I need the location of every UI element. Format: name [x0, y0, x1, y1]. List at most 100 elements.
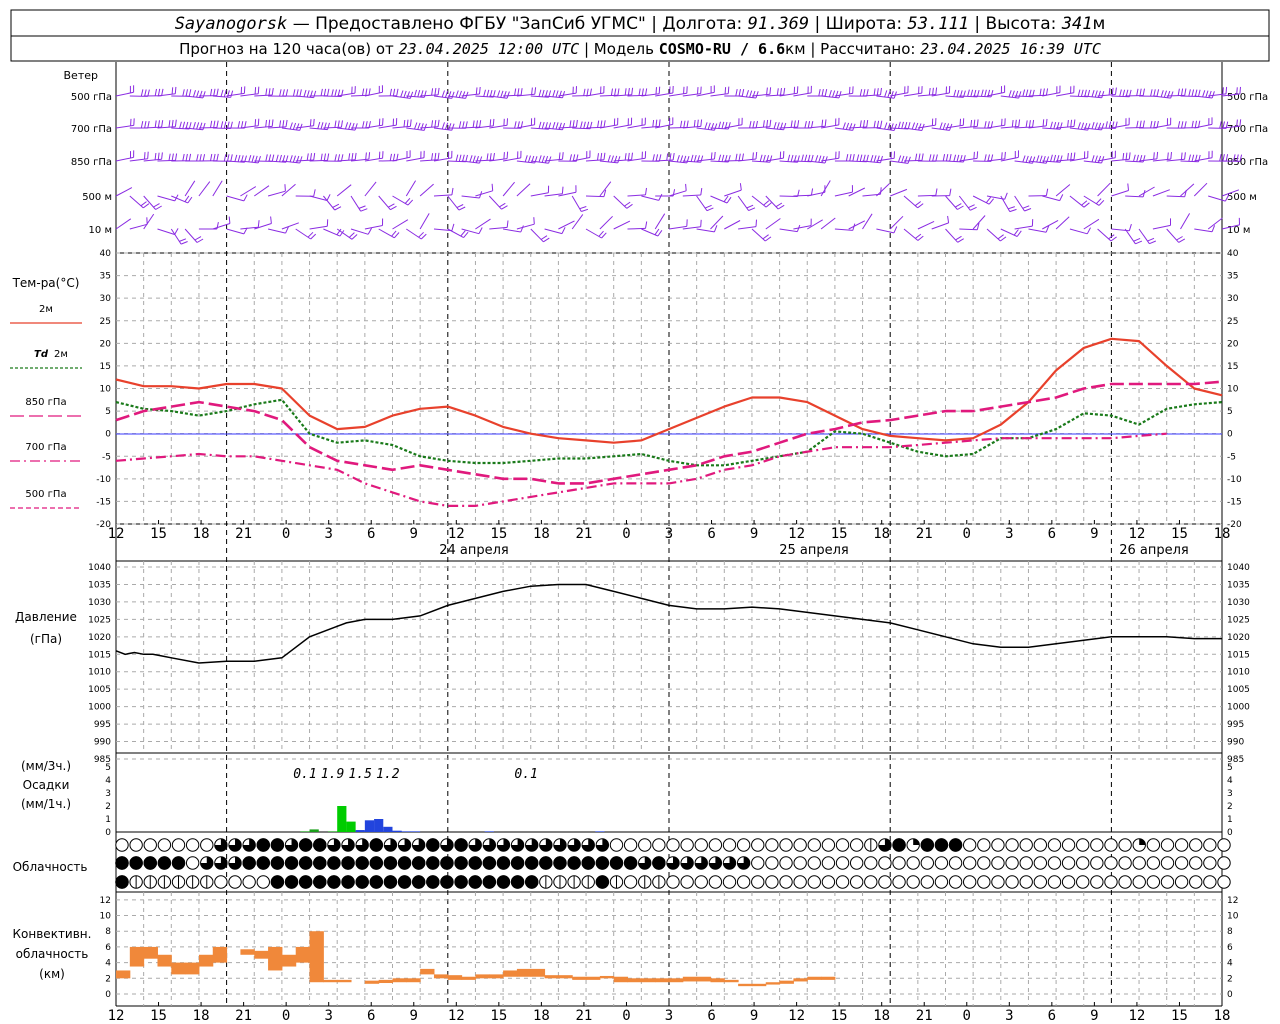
wind-barb-feather: [859, 89, 863, 97]
conv-bar: [143, 946, 158, 959]
wind-barb-feather: [693, 119, 696, 128]
wind-barb-feather: [403, 90, 407, 98]
wind-barb-feather: [876, 120, 880, 128]
wind-barb-shaft: [986, 158, 1005, 162]
cloud-circle: [991, 838, 1005, 852]
wind-barb-feather: [257, 118, 260, 126]
wind-barb-feather: [845, 154, 849, 162]
wind-barb-feather: [1184, 152, 1186, 160]
wind-barb-feather: [1188, 89, 1191, 97]
wind-barb-feather: [155, 205, 162, 210]
conv-tick-right: 2: [1227, 974, 1233, 984]
wind-barb-feather: [645, 221, 648, 229]
wind-barb-shaft: [212, 223, 231, 230]
wind-barb-feather: [196, 90, 200, 98]
wind-barb-feather: [652, 154, 655, 162]
wind-barb-feather: [763, 200, 770, 206]
wind-barb-feather: [793, 120, 796, 128]
wind-barb-shaft: [350, 195, 362, 212]
wind-barb-feather: [423, 123, 427, 131]
wind-barb-feather: [451, 223, 455, 231]
conv-bar: [793, 978, 808, 982]
wind-barb-feather: [501, 205, 508, 210]
wind-barb-feather: [1198, 120, 1201, 128]
wind-barb-feather: [210, 120, 213, 128]
wind-barb-shaft: [738, 226, 757, 230]
wind-barb-feather: [500, 90, 504, 98]
wind-barb-feather: [572, 120, 575, 128]
wind-barb-shaft: [1180, 183, 1195, 197]
precip-tick-right: 1: [1227, 815, 1233, 825]
wind-barb-feather: [153, 203, 160, 208]
conv-bar: [240, 949, 255, 955]
wind-barb-feather: [184, 195, 190, 202]
wind-barb-feather: [1194, 89, 1198, 97]
wind-barb-feather: [1050, 121, 1053, 129]
hour-label: 18: [193, 526, 210, 542]
wind-barb-feather: [1028, 120, 1031, 128]
wind-barb-feather: [863, 89, 866, 97]
wind-barb-feather: [1149, 240, 1156, 245]
cloud-circle: [920, 875, 935, 889]
wind-barb-feather: [726, 196, 732, 204]
wind-barb-feather: [220, 121, 224, 129]
hour-label-bottom: 6: [1048, 1008, 1056, 1024]
wind-barb-feather: [1081, 200, 1088, 206]
temp-tick-left: -5: [102, 452, 111, 462]
wind-barb-feather: [880, 155, 883, 163]
cloud-full: [934, 838, 949, 852]
cloud-circle: [906, 875, 920, 889]
pres-tick-right: 1000: [1227, 703, 1250, 713]
cloud-three-quarter: [412, 838, 425, 852]
lat-label: | Широта:: [814, 14, 902, 34]
wind-barb-feather: [721, 154, 725, 162]
calc-time: 23.04.2025 16:39 UTC: [920, 40, 1101, 58]
pres-tick-right: 1035: [1227, 580, 1250, 590]
hour-label: 21: [575, 526, 592, 542]
wind-barb-feather: [610, 88, 613, 96]
station-name: Sayanogorsk: [175, 14, 288, 34]
hour-label: 0: [963, 526, 971, 542]
pres-tick-left: 1030: [88, 598, 111, 608]
wind-barb-feather: [188, 122, 192, 130]
precip-bar: [327, 831, 338, 832]
wind-barb-feather: [955, 203, 962, 208]
hour-label-bottom: 6: [367, 1008, 375, 1024]
wind-barb-feather: [289, 122, 293, 130]
legend-prefix: Td: [34, 349, 49, 360]
cloud-three-quarter: [497, 838, 510, 852]
wind-barb-feather: [870, 154, 874, 162]
wind-barb-feather: [327, 88, 330, 96]
wind-barb-feather: [292, 89, 296, 97]
wind-barb-feather: [1111, 121, 1115, 129]
wind-barb-feather: [465, 154, 468, 162]
cloud-full: [327, 856, 341, 870]
wind-barb-feather: [603, 152, 606, 160]
wind-barb-feather: [503, 91, 507, 98]
wind-barb-shaft: [641, 228, 659, 237]
wind-barb-feather: [265, 119, 267, 128]
wind-barb-feather: [541, 155, 545, 163]
wind-barb-feather: [313, 90, 317, 98]
wind-barb-feather: [990, 89, 994, 98]
cloud-circle: [1146, 838, 1161, 852]
wind-barb-feather: [248, 155, 252, 163]
cloud-full: [426, 856, 440, 870]
wind-barb-feather: [140, 120, 144, 129]
wind-barb-feather: [569, 120, 572, 128]
wind-barb-feather: [216, 120, 219, 128]
wind-barb-feather: [1022, 155, 1026, 163]
cloud-title: Облачность: [13, 860, 88, 874]
wind-barb-feather: [755, 219, 757, 227]
wind-barb-shaft: [1056, 126, 1075, 129]
temp-line-3: [115, 432, 1167, 507]
wind-barb-feather: [202, 122, 206, 130]
wind-barb-feather: [735, 89, 738, 97]
wind-barb-shaft: [571, 214, 584, 230]
wind-barb-shaft: [378, 195, 391, 211]
wind-barb-feather: [1153, 152, 1155, 160]
wind-barb-feather: [1097, 155, 1102, 163]
wind-barb-feather: [154, 152, 157, 160]
cloud-full: [242, 856, 256, 870]
legend-label: 850 гПа: [25, 397, 66, 408]
